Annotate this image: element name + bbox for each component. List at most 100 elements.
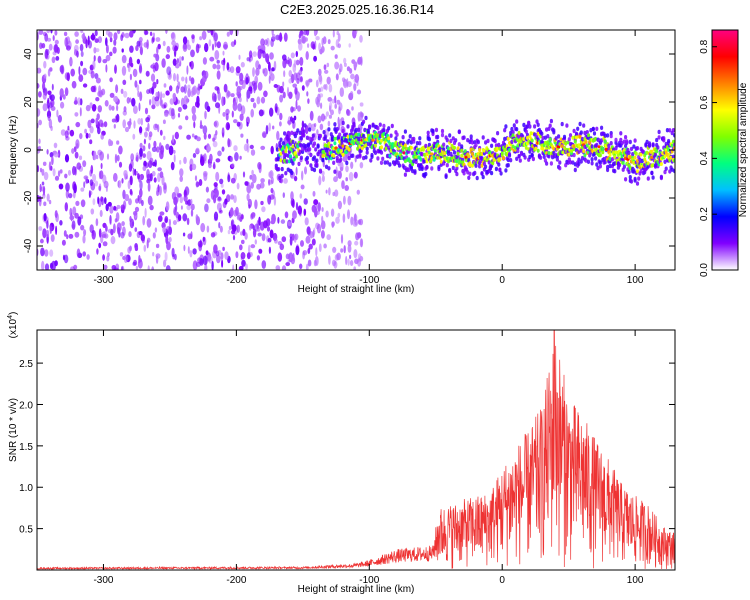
heatmap-cell [165, 235, 169, 245]
heatmap-cell [256, 183, 261, 190]
heatmap-cell [282, 81, 285, 87]
heatmap-cell [633, 155, 637, 160]
heatmap-cell [318, 133, 323, 139]
heatmap-cell [115, 84, 119, 94]
heatmap-cell [205, 186, 209, 193]
heatmap-cell [168, 218, 171, 227]
heatmap-cell [212, 140, 218, 148]
heatmap-cell [105, 203, 109, 212]
heatmap-cell [89, 169, 93, 177]
heatmap-cell [249, 174, 253, 180]
heatmap-cell [186, 204, 191, 211]
heatmap-cell [305, 51, 309, 60]
heatmap-cell [41, 260, 45, 270]
heatmap-cell [564, 141, 568, 146]
heatmap-cell [403, 172, 407, 177]
heatmap-cell [151, 37, 154, 44]
heatmap-cell [345, 177, 349, 182]
heatmap-cell [187, 233, 193, 240]
heatmap-cell [123, 254, 128, 263]
heatmap-cell [183, 84, 187, 94]
heatmap-cell [129, 45, 134, 53]
heatmap-cell [262, 68, 265, 74]
heatmap-cell [141, 199, 144, 207]
heatmap-cell [109, 205, 114, 214]
heatmap-cell [85, 104, 91, 112]
heatmap-cell [401, 135, 405, 140]
heatmap-cell [89, 179, 94, 187]
heatmap-cell [334, 254, 339, 261]
heatmap-cell [641, 149, 646, 155]
heatmap-cell [44, 249, 49, 257]
heatmap-cell [388, 141, 392, 146]
heatmap-cell [323, 134, 327, 139]
heatmap-cell [164, 216, 169, 224]
heatmap-cell [301, 85, 305, 91]
heatmap-cell [403, 159, 407, 164]
heatmap-cell [202, 255, 208, 266]
heatmap-cell [120, 34, 124, 42]
heatmap-cell [88, 40, 92, 49]
heatmap-cell [143, 138, 146, 145]
heatmap-cell [279, 137, 283, 142]
heatmap-cell [318, 243, 322, 252]
heatmap-cell [283, 32, 288, 42]
heatmap-cell [302, 129, 306, 134]
heatmap-cell [173, 149, 176, 154]
heatmap-cell [624, 135, 628, 140]
y-tick-label: 2.0 [19, 400, 33, 411]
heatmap-cell [448, 168, 452, 174]
chart-title: C2E3.2025.025.16.36.R14 [280, 2, 434, 17]
heatmap-cell [332, 246, 337, 253]
heatmap-cell [80, 187, 85, 192]
heatmap-cell [320, 113, 326, 122]
heatmap-cell [212, 137, 216, 142]
heatmap-cell [481, 135, 485, 140]
heatmap-cell [233, 195, 237, 204]
heatmap-cell [659, 162, 663, 166]
heatmap-cell [627, 169, 631, 175]
x-tick-label: -300 [93, 275, 113, 286]
heatmap-cell [96, 248, 99, 255]
heatmap-cell [236, 121, 241, 127]
heatmap-cell [139, 147, 143, 157]
heatmap-cell [52, 168, 56, 177]
heatmap-cell [155, 253, 161, 259]
heatmap-cell [515, 156, 519, 161]
heatmap-cell [336, 99, 341, 105]
heatmap-cell [114, 115, 118, 123]
heatmap-cell [305, 160, 309, 165]
heatmap-cell [338, 132, 342, 137]
heatmap-cell [328, 255, 331, 265]
heatmap-cell [343, 195, 346, 205]
heatmap-cell [307, 259, 312, 267]
heatmap-cell [376, 126, 380, 131]
heatmap-cell [316, 129, 319, 136]
heatmap-cell [200, 153, 203, 162]
heatmap-cell [245, 77, 249, 85]
heatmap-cell [75, 200, 80, 206]
heatmap-cell [74, 99, 78, 105]
heatmap-cell [162, 40, 166, 47]
heatmap-cell [448, 133, 452, 138]
heatmap-cell [38, 138, 41, 145]
heatmap-cell [315, 79, 319, 88]
heatmap-cell [600, 138, 604, 143]
heatmap-cell [540, 131, 544, 136]
heatmap-cell [455, 171, 459, 177]
heatmap-cell [137, 173, 140, 180]
heatmap-cell [337, 148, 340, 152]
heatmap-cell [347, 244, 352, 253]
heatmap-cell [155, 243, 160, 249]
heatmap-cell [504, 124, 508, 129]
heatmap-cell [257, 49, 262, 60]
heatmap-cell [165, 90, 170, 96]
heatmap-cell [225, 122, 230, 131]
heatmap-cell [38, 145, 41, 151]
heatmap-cell [560, 121, 564, 127]
heatmap-cell [149, 99, 152, 106]
heatmap-cell [456, 146, 460, 151]
heatmap-cell [295, 59, 300, 66]
heatmap-cell [339, 157, 343, 162]
